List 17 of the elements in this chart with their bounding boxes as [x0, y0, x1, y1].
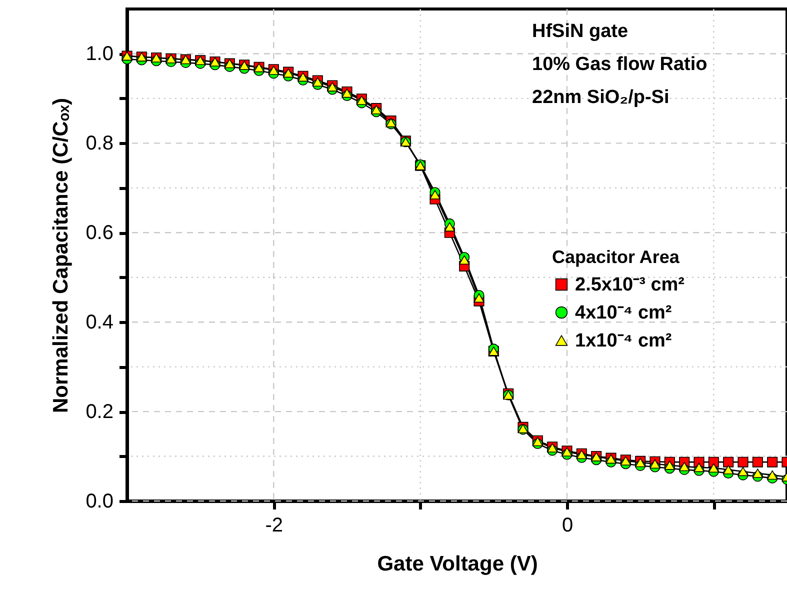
- annotation: 10% Gas flow Ratio: [532, 54, 708, 75]
- x-axis-title: Gate Voltage (V): [377, 552, 538, 576]
- y-tick-label: 0.0: [86, 490, 114, 512]
- x-tick-label: 0: [562, 514, 574, 536]
- x-tick-label: -2: [265, 514, 284, 536]
- y-tick-label: 0.6: [86, 222, 114, 244]
- legend-title: Capacitor Area: [552, 247, 680, 267]
- y-tick-label: 0.4: [86, 312, 114, 334]
- y-tick-label: 0.8: [86, 132, 114, 155]
- legend-label: 1x10⁻⁴ cm²: [575, 330, 672, 352]
- legend-label: 2.5x10⁻³ cm²: [575, 274, 685, 296]
- legend-label: 4x10⁻⁴ cm²: [575, 302, 672, 324]
- y-axis-title: Normalized Capacitance (C/Cₒₓ): [50, 98, 73, 414]
- annotation: HfSiN gate: [532, 21, 628, 42]
- annotation: 22nm SiO₂/p-Si: [532, 87, 670, 108]
- y-tick-label: 1.0: [86, 43, 114, 66]
- y-tick-label: 0.2: [86, 401, 114, 424]
